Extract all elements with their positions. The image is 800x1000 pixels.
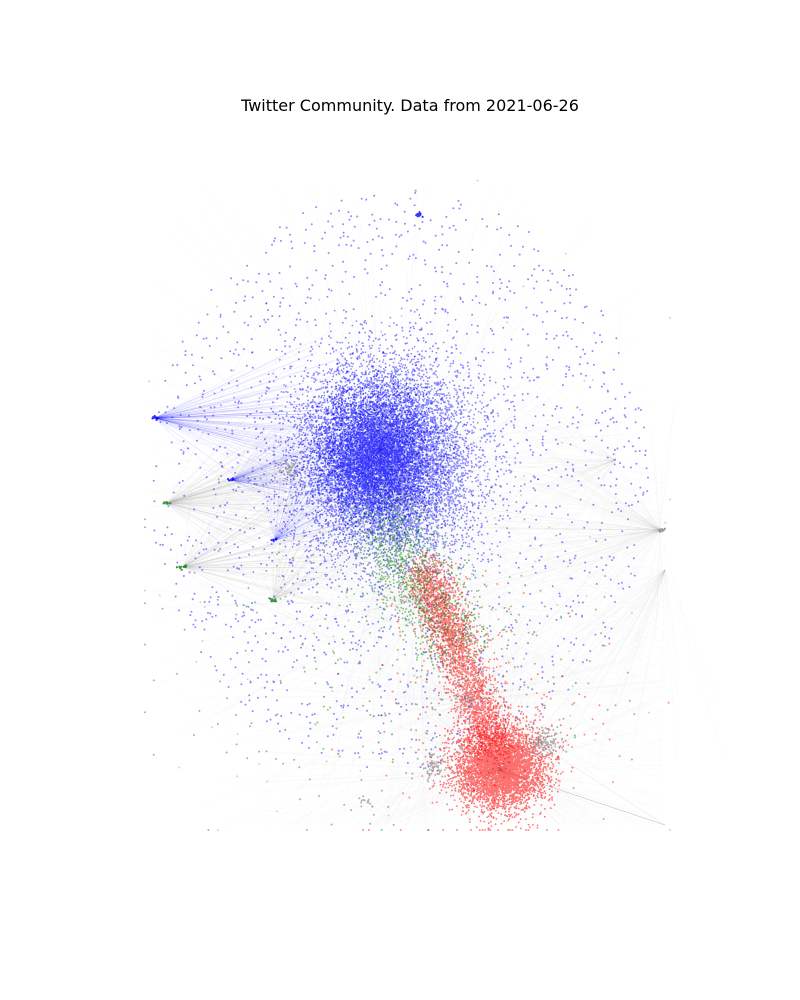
node-group-2 xyxy=(152,189,649,769)
node-layer xyxy=(144,179,671,832)
node-group-5 xyxy=(382,535,533,774)
edge-layer xyxy=(149,184,726,828)
node-group-3 xyxy=(322,467,519,694)
node-group-6 xyxy=(421,695,574,831)
figure-title: Twitter Community. Data from 2021-06-26 xyxy=(241,96,579,115)
node-group-12 xyxy=(658,527,666,533)
node-group-1 xyxy=(265,333,473,580)
